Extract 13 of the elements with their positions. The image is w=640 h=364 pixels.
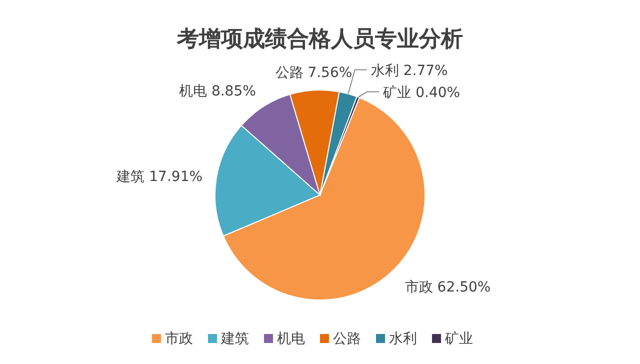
category-label: 机电 8.85%: [179, 84, 256, 100]
legend-label: 矿业: [444, 331, 473, 347]
legend-label: 建筑: [220, 331, 249, 347]
chart-title: 考增项成绩合格人员专业分析: [176, 27, 463, 52]
category-label: 公路 7.56%: [275, 65, 352, 82]
legend-label: 市政: [165, 331, 193, 347]
category-label: 市政 62.50%: [404, 279, 491, 296]
category-label: 水利 2.77%: [370, 62, 448, 79]
legend-label: 水利: [389, 331, 417, 347]
category-label: 建筑 17.91%: [116, 168, 203, 185]
legend-label: 公路: [333, 331, 361, 347]
category-label: 矿业 0.40%: [383, 84, 460, 101]
legend-label: 机电: [277, 331, 305, 347]
